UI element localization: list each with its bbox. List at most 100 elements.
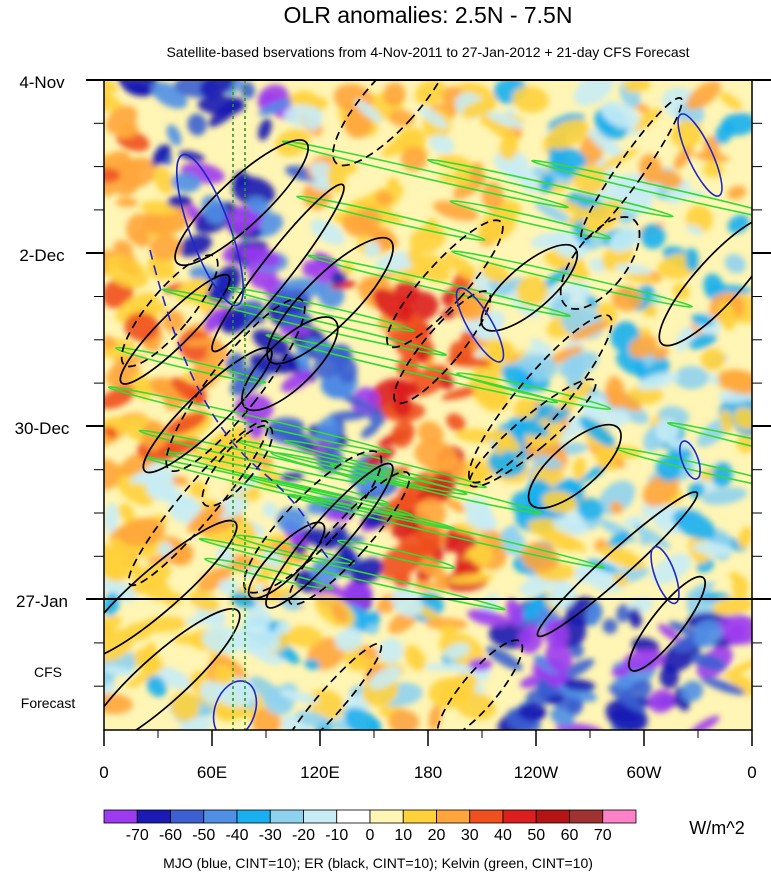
olr-anomaly-cell	[505, 598, 523, 627]
olr-anomaly-cell	[343, 109, 373, 139]
er-contour	[468, 378, 597, 488]
olr-anomaly-cell	[171, 475, 189, 486]
olr-anomaly-cell	[396, 483, 413, 514]
olr-anomaly-cell	[655, 170, 683, 189]
olr-anomaly-cell	[467, 609, 510, 627]
kelvin-contour	[666, 421, 752, 491]
olr-anomaly-cell	[626, 385, 664, 405]
olr-anomaly-cell	[417, 420, 444, 446]
olr-anomaly-cell	[407, 248, 424, 267]
er-contour	[628, 575, 707, 672]
olr-anomaly-cell	[113, 240, 133, 257]
olr-anomaly-cell	[162, 310, 185, 333]
kelvin-contour	[336, 539, 456, 570]
olr-anomaly-cell	[587, 559, 620, 574]
colorbar-tick-label: -60	[159, 827, 182, 844]
olr-anomaly-cell	[733, 407, 752, 430]
er-contour	[165, 297, 306, 473]
olr-anomaly-cell	[550, 707, 575, 727]
olr-anomaly-cell	[360, 422, 380, 439]
olr-anomaly-cell	[152, 666, 192, 690]
forecast-label-line1: CFS	[34, 664, 62, 680]
colorbar-tick-label: -10	[325, 827, 348, 844]
olr-anomaly-cell	[598, 148, 639, 171]
colorbar-swatch	[535, 809, 570, 824]
kelvin-contour	[451, 250, 693, 308]
olr-anomaly-cell	[115, 197, 138, 208]
olr-anomaly-cell	[118, 517, 166, 547]
olr-anomaly-cell	[394, 572, 411, 589]
olr-anomaly-cell	[188, 590, 220, 612]
kelvin-contour	[204, 557, 335, 590]
er-contour	[332, 80, 453, 167]
olr-anomaly-cell	[392, 394, 412, 417]
olr-anomaly-cell	[539, 265, 574, 291]
olr-anomaly-cell	[296, 345, 311, 376]
olr-anomaly-cell	[197, 566, 232, 593]
colorbar-swatch	[502, 809, 537, 824]
olr-anomaly-cell	[611, 286, 643, 312]
olr-anomaly-cell	[240, 81, 255, 99]
er-contour	[527, 423, 622, 509]
olr-anomaly-cell	[334, 628, 363, 652]
kelvin-contour	[138, 429, 367, 485]
olr-anomaly-cell	[480, 351, 504, 373]
olr-anomaly-cell	[728, 571, 742, 583]
olr-anomaly-cell	[508, 417, 550, 437]
olr-anomaly-cell	[215, 676, 257, 708]
olr-anomaly-cell	[363, 241, 381, 259]
er-contour	[142, 347, 273, 474]
olr-anomaly-cell	[637, 372, 680, 390]
olr-anomaly-cell	[170, 691, 200, 721]
olr-anomaly-cell	[462, 99, 495, 119]
er-contour	[104, 519, 238, 661]
olr-anomaly-cell	[534, 201, 572, 224]
olr-anomaly-cell	[104, 578, 138, 602]
olr-anomaly-cell	[414, 80, 446, 106]
x-tick-label: 180	[414, 763, 442, 782]
mjo-contour	[149, 249, 331, 561]
colorbar-tick-label: 10	[394, 827, 412, 844]
olr-anomaly-cell	[247, 196, 271, 215]
kelvin-contour	[270, 451, 424, 490]
olr-anomaly-cell	[616, 604, 631, 623]
olr-anomaly-cell	[166, 124, 182, 146]
olr-anomaly-cell	[578, 416, 616, 447]
kelvin-contour	[329, 463, 542, 515]
colorbar-tick-label: 20	[428, 827, 446, 844]
olr-anomaly-cell	[622, 649, 665, 672]
colorbar-swatch	[103, 809, 138, 824]
mjo-contour	[176, 153, 244, 307]
olr-anomaly-cell	[614, 263, 653, 275]
er-contour	[386, 219, 504, 349]
olr-anomaly-cell	[104, 665, 134, 677]
olr-anomaly-cell	[249, 676, 283, 704]
olr-anomaly-cell	[595, 408, 631, 429]
kelvin-contour	[531, 159, 752, 226]
olr-anomaly-cell	[701, 487, 748, 505]
olr-anomaly-cell	[304, 658, 321, 670]
olr-anomaly-cell	[609, 226, 641, 253]
olr-anomaly-cell	[163, 391, 186, 411]
olr-anomaly-cell	[612, 676, 635, 690]
olr-anomaly-cell	[674, 366, 709, 390]
olr-anomaly-cell	[231, 176, 275, 207]
kelvin-contour	[107, 386, 393, 454]
olr-anomaly-cell	[602, 618, 618, 634]
olr-anomaly-cell	[404, 644, 426, 671]
colorbar-swatch	[236, 809, 271, 824]
olr-anomaly-cell	[258, 118, 272, 141]
olr-anomaly-cell	[280, 593, 303, 611]
olr-anomaly-cell	[485, 646, 523, 671]
olr-anomaly-cell	[126, 83, 151, 96]
olr-anomaly-cell	[434, 576, 450, 592]
olr-anomaly-cell	[516, 275, 549, 307]
er-contours	[104, 80, 752, 730]
olr-anomaly-cell	[151, 144, 171, 167]
olr-anomaly-cell	[737, 526, 752, 549]
olr-anomaly-cell	[153, 166, 175, 195]
colorbar-swatch	[436, 809, 471, 824]
olr-anomaly-cell	[623, 80, 651, 93]
er-contour	[247, 521, 326, 600]
olr-anomaly-cell	[478, 207, 517, 243]
